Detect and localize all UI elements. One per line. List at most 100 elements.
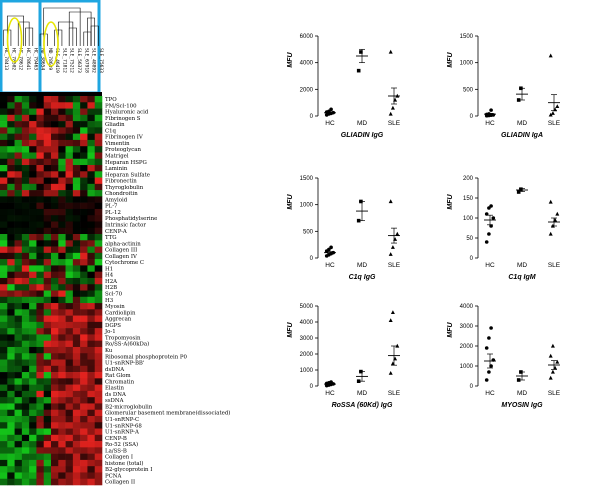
heatmap-cell bbox=[58, 340, 66, 348]
heatmap-cell bbox=[14, 296, 23, 304]
heatmap-cell bbox=[65, 459, 74, 467]
heatmap-cell bbox=[51, 384, 59, 392]
heatmap-cell bbox=[65, 102, 74, 109]
heatmap-cell bbox=[7, 221, 15, 229]
heatmap-cell bbox=[65, 478, 74, 486]
heatmap-cell bbox=[87, 177, 96, 185]
heatmap-cell bbox=[87, 271, 96, 279]
heatmap-cell bbox=[58, 271, 66, 279]
heatmap-row-label: CENP-B bbox=[105, 436, 127, 442]
heatmap-cell bbox=[0, 296, 8, 304]
heatmap-cell bbox=[80, 158, 88, 166]
heatmap-cell bbox=[87, 397, 96, 404]
heatmap-cell bbox=[94, 96, 103, 103]
heatmap-cell bbox=[29, 459, 37, 467]
heatmap-row-label: dsDNA bbox=[105, 367, 124, 373]
heatmap-cell bbox=[14, 102, 23, 109]
heatmap-cell bbox=[65, 334, 74, 341]
heatmap-cell bbox=[0, 215, 8, 222]
heatmap-cell bbox=[29, 378, 37, 385]
heatmap-cell bbox=[0, 459, 8, 467]
heatmap-cell bbox=[7, 252, 15, 260]
heatmap-cell bbox=[65, 246, 74, 254]
heatmap-cell bbox=[72, 409, 81, 417]
heatmap-cell bbox=[72, 177, 81, 185]
heatmap-cell bbox=[36, 422, 45, 429]
heatmap-cell bbox=[72, 415, 81, 423]
x-category-label: HC bbox=[485, 120, 495, 127]
heatmap-cell bbox=[94, 284, 103, 291]
heatmap-cell bbox=[43, 114, 52, 122]
heatmap-cell bbox=[65, 165, 74, 172]
data-point bbox=[329, 107, 333, 112]
heatmap-cell bbox=[87, 390, 96, 398]
heatmap-cell bbox=[58, 403, 66, 411]
heatmap-cell bbox=[65, 277, 74, 285]
heatmap-cell bbox=[0, 415, 8, 423]
heatmap-cell bbox=[94, 422, 103, 429]
heatmap-cell bbox=[58, 441, 66, 448]
heatmap-cell bbox=[87, 240, 96, 247]
heatmap-cell bbox=[58, 277, 66, 285]
heatmap-cell bbox=[72, 133, 81, 141]
heatmap-cell bbox=[29, 365, 37, 373]
heatmap-cell bbox=[51, 127, 59, 134]
heatmap-cell bbox=[36, 277, 45, 285]
heatmap-cell bbox=[72, 190, 81, 197]
heatmap-cell bbox=[80, 121, 88, 128]
data-point bbox=[484, 346, 489, 350]
heatmap-cell bbox=[72, 309, 81, 316]
heatmap-cell bbox=[36, 303, 45, 310]
data-point bbox=[516, 378, 521, 382]
heatmap-cell bbox=[87, 403, 96, 411]
y-tick-label: 3000 bbox=[300, 336, 314, 342]
heatmap-cell bbox=[21, 472, 30, 480]
scatter-plot-3: 0 500 1000 1500 MFU HC MD SLE C1q IgG bbox=[287, 176, 401, 281]
heatmap-cell bbox=[14, 353, 23, 360]
heatmap-cell bbox=[58, 384, 66, 392]
heatmap-cell bbox=[29, 127, 37, 134]
heatmap-cell bbox=[43, 378, 52, 385]
heatmap-cell bbox=[58, 215, 66, 222]
heatmap-cell bbox=[36, 227, 45, 235]
heatmap-cell bbox=[58, 365, 66, 373]
heatmap-cell bbox=[80, 296, 88, 304]
heatmap-cell bbox=[65, 290, 74, 298]
heatmap-cell bbox=[80, 422, 88, 429]
heatmap-row-label: H1 bbox=[105, 266, 113, 272]
heatmap-cell bbox=[58, 353, 66, 360]
heatmap-cell bbox=[72, 296, 81, 304]
heatmap-cell bbox=[0, 321, 8, 329]
heatmap-cell bbox=[14, 234, 23, 241]
heatmap-cell bbox=[65, 296, 74, 304]
heatmap-cell bbox=[36, 415, 45, 423]
heatmap-cell bbox=[21, 234, 30, 241]
heatmap-cell bbox=[87, 114, 96, 122]
heatmap-cell bbox=[94, 334, 103, 341]
heatmap-cell bbox=[65, 127, 74, 134]
heatmap-cell bbox=[0, 334, 8, 341]
heatmap-cell bbox=[51, 365, 59, 373]
heatmap-cell bbox=[94, 390, 103, 398]
y-axis-label: MFU bbox=[287, 51, 294, 67]
heatmap-cell bbox=[43, 372, 52, 379]
heatmap-cell bbox=[65, 271, 74, 279]
heatmap-cell bbox=[80, 114, 88, 122]
heatmap-cell bbox=[58, 303, 66, 310]
y-tick-label: 1000 bbox=[300, 203, 314, 209]
heatmap-cell bbox=[7, 121, 15, 128]
data-point bbox=[548, 375, 553, 380]
heatmap-row-label: Heparan Sulfate bbox=[105, 172, 150, 178]
heatmap-cell bbox=[29, 321, 37, 329]
heatmap-cell bbox=[87, 152, 96, 160]
heatmap-cell bbox=[94, 265, 103, 272]
heatmap-cell bbox=[43, 284, 52, 291]
heatmap-cell bbox=[43, 271, 52, 279]
heatmap-cell bbox=[7, 346, 15, 354]
heatmap-cell bbox=[21, 146, 30, 153]
heatmap-cell bbox=[72, 353, 81, 360]
heatmap-cell bbox=[80, 139, 88, 147]
heatmap-cell bbox=[0, 171, 8, 178]
heatmap-cell bbox=[7, 397, 15, 404]
heatmap-cell bbox=[72, 346, 81, 354]
